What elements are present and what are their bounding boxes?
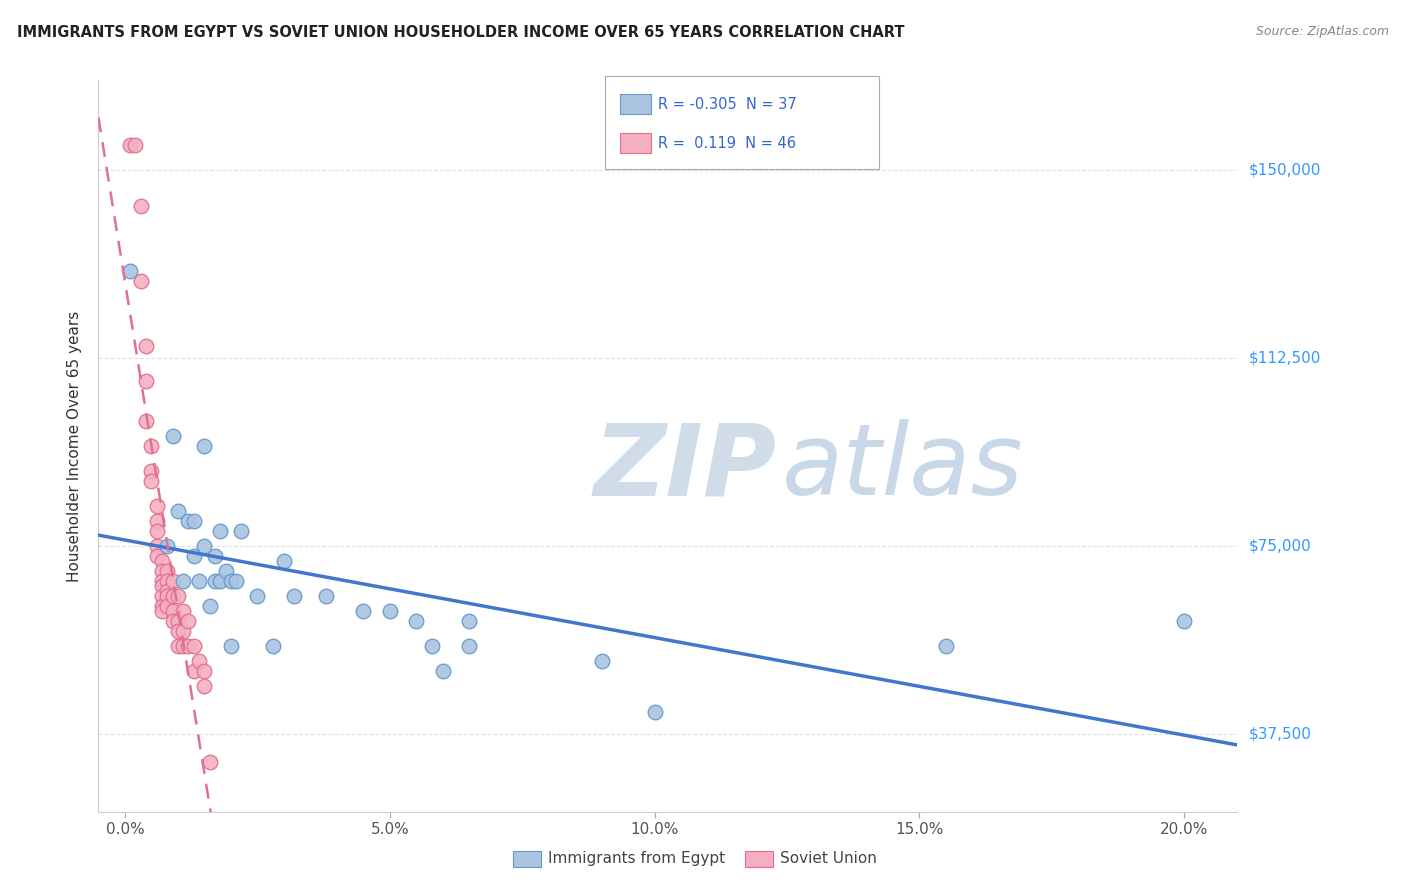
Point xyxy=(150,564,173,578)
Point xyxy=(315,589,337,603)
Point xyxy=(458,615,481,629)
Point xyxy=(162,429,184,443)
Point xyxy=(177,514,200,528)
Point xyxy=(156,564,179,578)
Text: Immigrants from Egypt: Immigrants from Egypt xyxy=(548,851,725,865)
Point xyxy=(209,574,232,589)
Point xyxy=(162,604,184,618)
Point xyxy=(935,640,957,654)
Point xyxy=(262,640,284,654)
Point xyxy=(378,604,401,618)
Point xyxy=(183,549,205,564)
Point xyxy=(420,640,443,654)
Point xyxy=(177,640,200,654)
Point xyxy=(150,574,173,589)
Point xyxy=(644,705,666,719)
Point xyxy=(352,604,374,618)
Point xyxy=(120,263,142,277)
Point xyxy=(120,138,142,153)
Point xyxy=(246,589,269,603)
Point xyxy=(156,589,179,603)
Point xyxy=(150,554,173,568)
Text: $112,500: $112,500 xyxy=(1249,351,1320,366)
Point xyxy=(458,640,481,654)
Point xyxy=(219,574,242,589)
Point xyxy=(193,665,215,679)
Point xyxy=(204,549,226,564)
Point xyxy=(198,599,221,614)
Point xyxy=(198,755,221,769)
Point xyxy=(145,524,167,538)
Point xyxy=(129,198,152,212)
Point xyxy=(135,414,157,428)
Point xyxy=(162,574,184,589)
Point xyxy=(172,624,194,639)
Point xyxy=(156,584,179,599)
Point xyxy=(219,640,242,654)
Point xyxy=(591,655,613,669)
Point xyxy=(135,339,157,353)
Point xyxy=(177,615,200,629)
Point xyxy=(141,464,163,478)
Point xyxy=(156,574,179,589)
Point xyxy=(145,539,167,553)
Point xyxy=(135,374,157,388)
Text: Soviet Union: Soviet Union xyxy=(780,851,877,865)
Point xyxy=(145,549,167,564)
Point xyxy=(167,504,190,518)
Point xyxy=(162,615,184,629)
Point xyxy=(183,640,205,654)
Point xyxy=(172,640,194,654)
Point xyxy=(150,589,173,603)
Point xyxy=(204,574,226,589)
Point xyxy=(124,138,146,153)
Y-axis label: Householder Income Over 65 years: Householder Income Over 65 years xyxy=(67,310,83,582)
Point xyxy=(141,474,163,488)
Point xyxy=(167,589,190,603)
Point xyxy=(162,589,184,603)
Point xyxy=(150,599,173,614)
Point xyxy=(141,439,163,453)
Point xyxy=(145,499,167,513)
Point xyxy=(214,564,236,578)
Text: Source: ZipAtlas.com: Source: ZipAtlas.com xyxy=(1256,25,1389,38)
Point xyxy=(193,680,215,694)
Text: IMMIGRANTS FROM EGYPT VS SOVIET UNION HOUSEHOLDER INCOME OVER 65 YEARS CORRELATI: IMMIGRANTS FROM EGYPT VS SOVIET UNION HO… xyxy=(17,25,904,40)
Point xyxy=(156,539,179,553)
Point xyxy=(156,599,179,614)
Point xyxy=(193,539,215,553)
Text: $150,000: $150,000 xyxy=(1249,163,1320,178)
Text: R = -0.305  N = 37: R = -0.305 N = 37 xyxy=(658,96,797,112)
Point xyxy=(172,604,194,618)
Point xyxy=(432,665,454,679)
Point xyxy=(188,655,211,669)
Text: $37,500: $37,500 xyxy=(1249,727,1312,741)
Point xyxy=(183,514,205,528)
Point xyxy=(167,615,190,629)
Point xyxy=(150,579,173,593)
Point xyxy=(150,604,173,618)
Point xyxy=(145,514,167,528)
Point xyxy=(183,665,205,679)
Text: R =  0.119  N = 46: R = 0.119 N = 46 xyxy=(658,136,796,151)
Text: atlas: atlas xyxy=(782,419,1024,516)
Point xyxy=(283,589,305,603)
Point xyxy=(273,554,295,568)
Point xyxy=(129,274,152,288)
Text: ZIP: ZIP xyxy=(593,419,778,516)
Text: $75,000: $75,000 xyxy=(1249,539,1312,554)
Point xyxy=(1173,615,1195,629)
Point xyxy=(167,624,190,639)
Point xyxy=(193,439,215,453)
Point xyxy=(231,524,253,538)
Point xyxy=(405,615,427,629)
Point xyxy=(209,524,232,538)
Point xyxy=(225,574,247,589)
Point xyxy=(188,574,211,589)
Point xyxy=(172,574,194,589)
Point xyxy=(167,640,190,654)
